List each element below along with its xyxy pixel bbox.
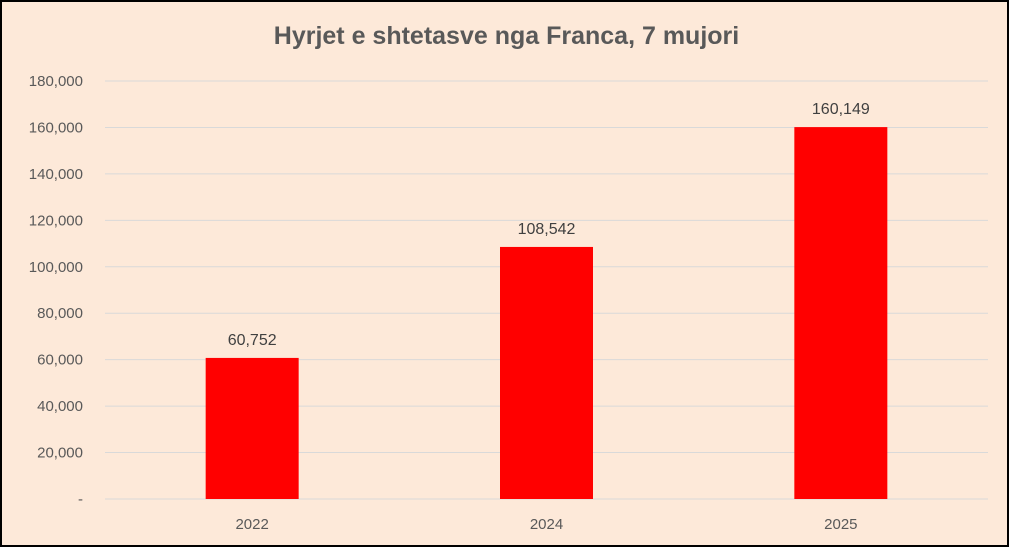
- y-tick-label: 160,000: [29, 119, 83, 136]
- y-tick-label: -: [78, 491, 83, 508]
- bar-2024: [500, 246, 593, 499]
- x-tick-label: 2022: [235, 516, 268, 533]
- bar-2022: [205, 357, 299, 499]
- y-tick-label: 40,000: [37, 398, 83, 415]
- y-tick-label: 120,000: [29, 212, 83, 229]
- y-tick-label: 80,000: [37, 305, 83, 322]
- data-label: 160,149: [812, 101, 870, 118]
- data-label: 60,752: [228, 332, 277, 349]
- bar-2025: [794, 127, 888, 499]
- y-tick-label: 20,000: [37, 445, 83, 462]
- y-tick-label: 140,000: [29, 166, 83, 183]
- y-tick-label: 60,000: [37, 352, 83, 369]
- x-tick-label: 2024: [530, 516, 563, 533]
- chart-title: Hyrjet e shtetasve nga Franca, 7 mujori: [273, 22, 740, 50]
- x-tick-label: 2025: [824, 516, 857, 533]
- y-tick-label: 100,000: [29, 259, 83, 276]
- data-label: 108,542: [518, 221, 576, 238]
- y-tick-label: 180,000: [29, 73, 83, 90]
